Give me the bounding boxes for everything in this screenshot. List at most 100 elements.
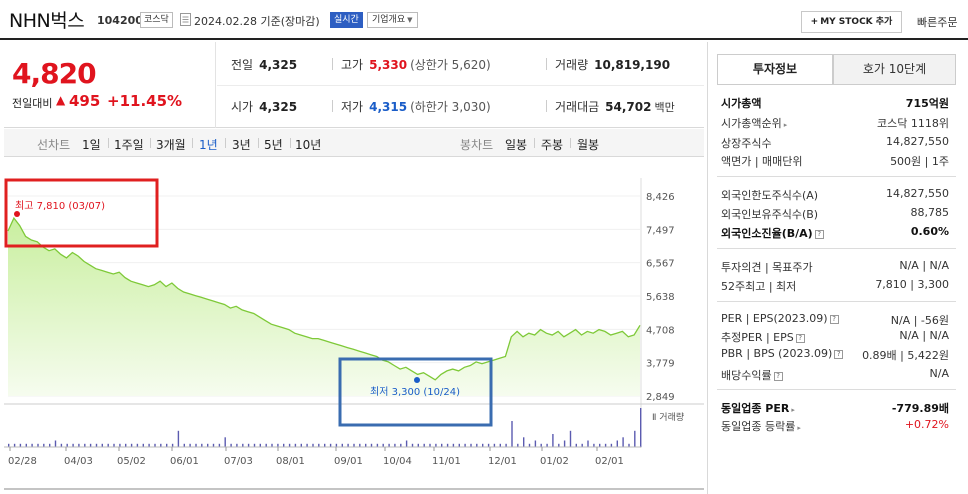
divider — [332, 58, 333, 70]
volume-bar — [195, 443, 197, 448]
period-3m[interactable]: 3개월 — [156, 138, 186, 152]
period-3y[interactable]: 3년 — [232, 138, 251, 152]
volume-bar — [177, 430, 180, 448]
price-line — [7, 216, 641, 381]
candle-daily[interactable]: 일봉 — [505, 138, 528, 152]
info-row-label[interactable]: 시가총액순위 ▸ — [721, 115, 787, 131]
plus-icon: + — [810, 17, 819, 27]
help-icon[interactable]: ? — [814, 229, 824, 239]
info-row-label[interactable]: PER | EPS(2023.09)? — [721, 312, 839, 325]
help-icon[interactable]: ? — [834, 349, 844, 359]
volume-bar — [540, 443, 542, 448]
stock-header: NHN벅스 104200 코스닥 2024.02.28 기준(장마감) 실시간 … — [0, 0, 968, 40]
volume-bar — [277, 443, 279, 448]
info-row-value-text: 500원 | 1주 — [890, 155, 949, 168]
chevron-down-icon: ▼ — [407, 16, 413, 24]
volume-bar — [640, 408, 642, 447]
chevron-right-icon[interactable]: ▸ — [783, 121, 788, 129]
info-row-label-text: PER | EPS(2023.09) — [721, 312, 828, 325]
volume-bar — [329, 443, 332, 448]
volume-bar — [183, 443, 185, 448]
volume-bar — [189, 443, 191, 448]
candle-monthly[interactable]: 월봉 — [577, 138, 600, 152]
candle-weekly[interactable]: 주봉 — [541, 138, 564, 152]
low-price: 저가 4,315 (하한가 3,030) — [341, 98, 491, 115]
divider — [150, 138, 151, 148]
volume-bar — [54, 440, 57, 447]
volume-bar — [400, 443, 402, 448]
help-icon[interactable]: ? — [795, 333, 805, 343]
info-row-value: 코스닥 1118위 — [877, 115, 949, 131]
trade-value-label: 거래대금 — [555, 100, 600, 114]
volume-bar — [294, 443, 297, 448]
volume-bar — [101, 443, 103, 448]
info-row-label[interactable]: 외국인소진율(B/A)? — [721, 225, 824, 241]
info-row-value-text: N/A | -56원 — [890, 314, 949, 327]
volume-bar — [113, 443, 115, 448]
as-of-date: 2024.02.28 기준(장마감) — [194, 15, 320, 28]
period-10y[interactable]: 10년 — [295, 138, 322, 152]
volume-bar — [610, 443, 613, 448]
info-row-label-text: 배당수익률 — [721, 369, 772, 382]
volume-label: 거래량 — [555, 58, 589, 72]
volume-bar — [119, 443, 121, 448]
price-chart[interactable]: 8,426 7,497 6,567 5,638 4,708 3,779 2,849 Ⅱ 거래량… — [4, 158, 704, 494]
info-row-value: 500원 | 1주 — [890, 153, 949, 169]
info-row-label[interactable]: PBR | BPS (2023.09)? — [721, 347, 844, 360]
info-row-label[interactable]: 배당수익률? — [721, 367, 783, 383]
info-row-value: +0.72% — [905, 418, 949, 431]
period-5y[interactable]: 5년 — [264, 138, 283, 152]
x-tick-label: 08/01 — [276, 456, 305, 467]
volume-bar — [49, 443, 51, 448]
volume-bar — [569, 430, 572, 448]
company-overview-dropdown[interactable]: 기업개요 ▼ — [367, 12, 418, 28]
volume-bar — [154, 443, 156, 448]
info-row-label[interactable]: 동일업종 등락률 ▸ — [721, 418, 801, 434]
help-icon[interactable]: ? — [773, 371, 783, 381]
period-1d[interactable]: 1일 — [82, 138, 101, 152]
volume-bar — [417, 443, 419, 448]
summary-divider — [217, 85, 704, 86]
volume-bar — [505, 443, 507, 448]
volume-bar — [429, 443, 431, 448]
tab-order-book[interactable]: 호가 10단계 — [833, 54, 956, 85]
trade-value-value: 54,702 — [605, 100, 652, 114]
info-row-label[interactable]: 동일업종 PER ▸ — [721, 400, 795, 416]
volume-bar — [25, 443, 27, 448]
volume-bar — [634, 430, 636, 448]
volume-bar — [8, 443, 10, 448]
period-1y[interactable]: 1년 — [199, 138, 218, 152]
volume-bar — [365, 443, 367, 448]
my-stock-add-button[interactable]: + MY STOCK 추가 — [801, 11, 902, 33]
trade-value: 거래대금 54,702 백만 — [555, 98, 675, 115]
prev-close-value: 4,325 — [259, 58, 298, 72]
info-row-label-text: 외국인보유주식수(B) — [721, 208, 819, 221]
open-price: 시가 4,325 — [231, 98, 297, 115]
info-row-value-text: N/A — [929, 367, 949, 380]
divider — [108, 138, 109, 148]
realtime-button[interactable]: 실시간 — [330, 12, 363, 28]
y-tick-label: 6,567 — [646, 259, 675, 270]
trade-value-unit: 백만 — [654, 101, 675, 114]
volume-bar — [587, 440, 589, 447]
tab-investment-info[interactable]: 투자정보 — [717, 54, 833, 85]
period-1w[interactable]: 1주일 — [114, 138, 144, 152]
volume-bar — [487, 443, 490, 448]
x-tick-label: 02/28 — [8, 456, 37, 467]
info-row-label-text: 동일업종 PER — [721, 402, 790, 415]
quick-order-link[interactable]: 빠른주문 — [917, 16, 958, 29]
volume-bar — [253, 443, 256, 448]
info-row-label: 상장주식수 — [721, 135, 772, 151]
info-row-label-text: 추정PER | EPS — [721, 331, 794, 344]
info-row-value: 14,827,550 — [886, 187, 949, 200]
chevron-right-icon[interactable]: ▸ — [791, 406, 795, 414]
high-label: 최고 7,810 (03/07) — [15, 200, 105, 212]
info-row-label[interactable]: 추정PER | EPS? — [721, 329, 805, 345]
volume-bar — [60, 443, 63, 448]
volume-bar — [499, 443, 501, 448]
investment-info-panel: 투자정보 호가 10단계 시가총액 715억원 시가총액순위 ▸ 코스닥 1118위 상장… — [707, 42, 968, 494]
volume-bar — [125, 443, 127, 448]
help-icon[interactable]: ? — [829, 314, 839, 324]
chevron-right-icon[interactable]: ▸ — [797, 424, 801, 432]
volume-bar — [72, 443, 74, 448]
